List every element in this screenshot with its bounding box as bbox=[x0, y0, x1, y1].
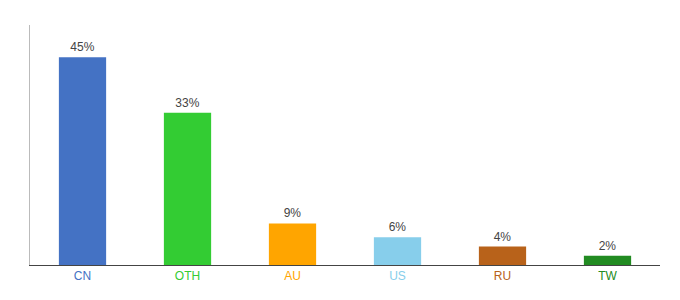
svg-text:4%: 4% bbox=[494, 230, 512, 244]
svg-text:OTH: OTH bbox=[175, 269, 200, 283]
svg-text:US: US bbox=[389, 269, 406, 283]
svg-text:CN: CN bbox=[74, 269, 91, 283]
svg-text:TW: TW bbox=[598, 269, 617, 283]
svg-text:RU: RU bbox=[494, 269, 511, 283]
svg-text:2%: 2% bbox=[599, 239, 617, 253]
svg-text:45%: 45% bbox=[70, 40, 94, 54]
svg-text:6%: 6% bbox=[389, 220, 407, 234]
svg-text:9%: 9% bbox=[284, 206, 302, 220]
svg-text:AU: AU bbox=[284, 269, 301, 283]
svg-text:33%: 33% bbox=[175, 96, 199, 110]
